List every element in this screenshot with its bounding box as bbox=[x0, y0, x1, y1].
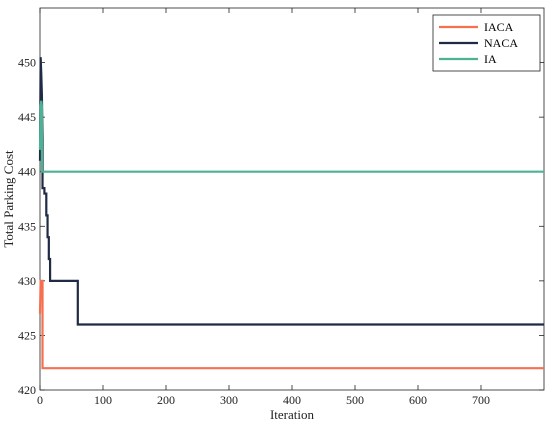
y-tick-label: 430 bbox=[18, 274, 36, 288]
x-tick-label: 100 bbox=[94, 393, 112, 407]
x-tick-label: 400 bbox=[283, 393, 301, 407]
y-tick-label: 450 bbox=[18, 56, 36, 70]
legend-label-iaca: IACA bbox=[484, 20, 514, 34]
x-tick-label: 0 bbox=[37, 393, 43, 407]
y-tick-label: 440 bbox=[18, 165, 36, 179]
axis-ticks: 0 100 200 300 400 500 600 700 420 425 430 435 440 445… bbox=[18, 8, 544, 407]
x-tick-label: 700 bbox=[472, 393, 490, 407]
y-tick-label: 435 bbox=[18, 219, 36, 233]
x-tick-label: 200 bbox=[157, 393, 175, 407]
x-tick-label: 300 bbox=[220, 393, 238, 407]
legend-label-naca: NACA bbox=[484, 36, 518, 50]
series-line-ia bbox=[38, 100, 544, 173]
plot-area bbox=[39, 7, 545, 391]
y-tick-label: 420 bbox=[18, 383, 36, 397]
series-line-iaca bbox=[38, 279, 544, 370]
x-axis-label: Iteration bbox=[270, 407, 315, 422]
legend: IACA NACA IA bbox=[432, 14, 541, 72]
y-tick-label: 445 bbox=[18, 110, 36, 124]
x-tick-label: 500 bbox=[346, 393, 364, 407]
x-tick-label: 600 bbox=[409, 393, 427, 407]
legend-label-ia: IA bbox=[484, 52, 497, 66]
y-axis-label: Total Parking Cost bbox=[1, 150, 16, 248]
series-lines bbox=[38, 57, 544, 370]
y-tick-label: 425 bbox=[18, 328, 36, 342]
